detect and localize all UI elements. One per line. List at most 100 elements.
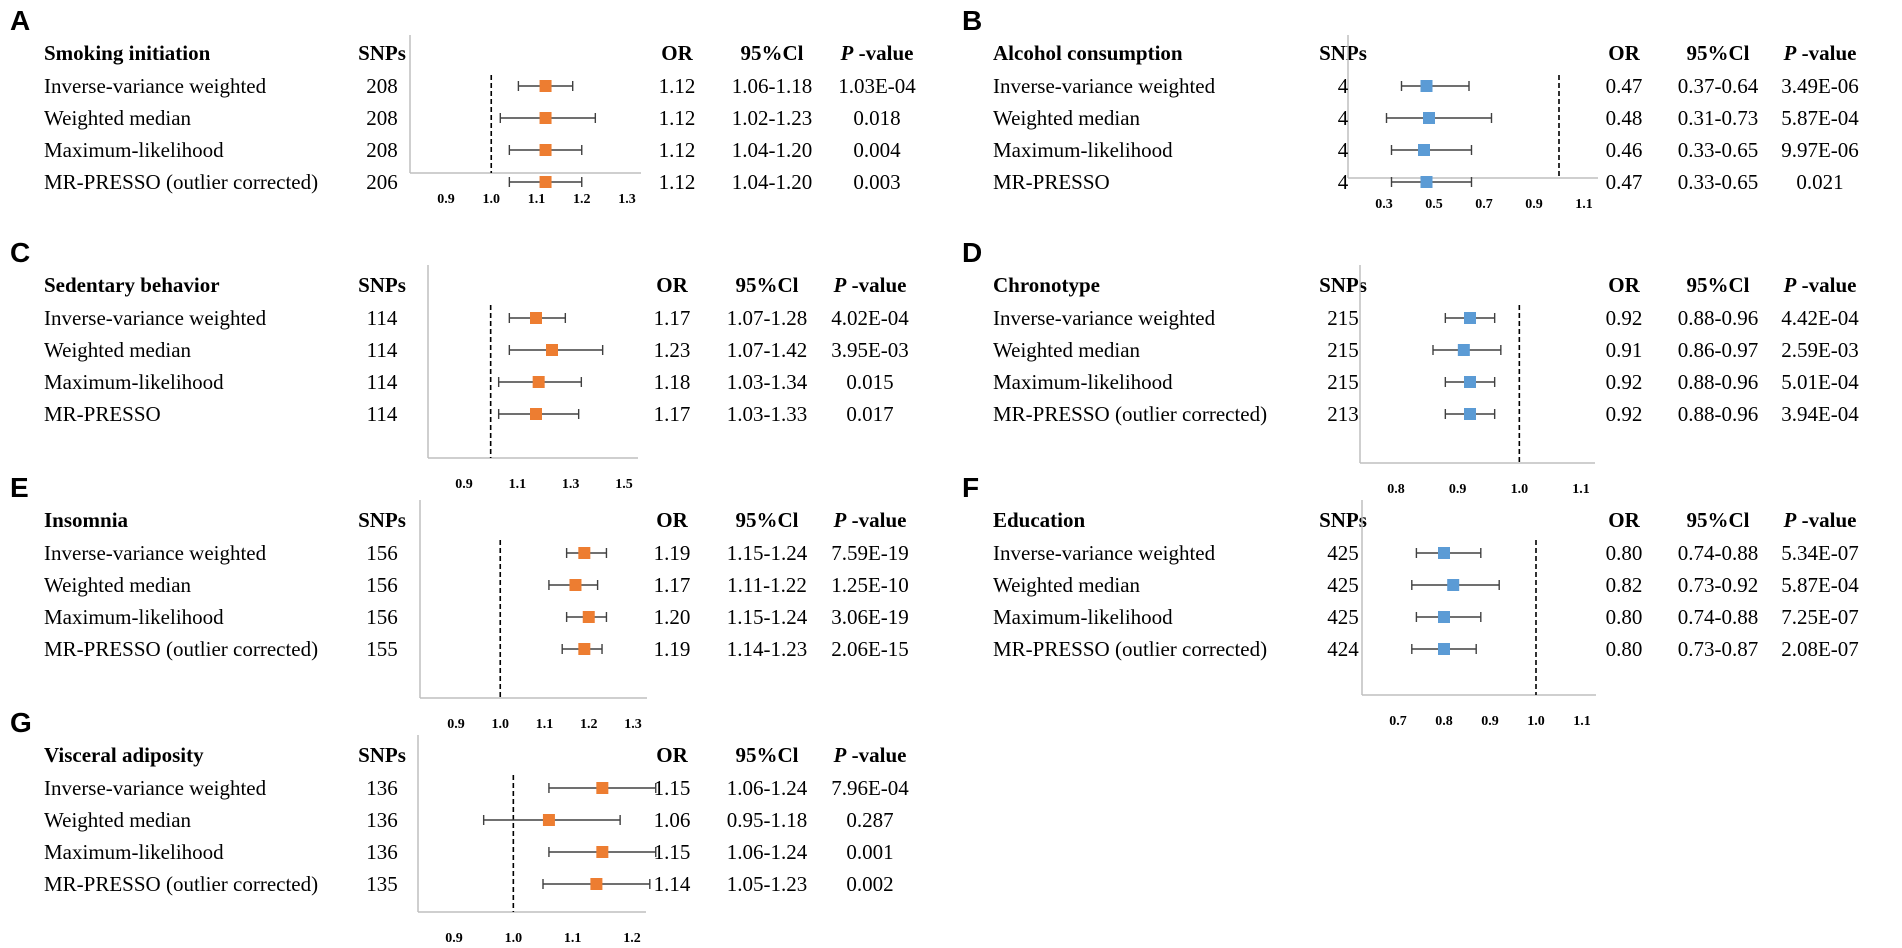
p-value: 9.97E-06 (1781, 138, 1859, 162)
or-value: 1.15 (654, 840, 691, 864)
x-tick-label: 1.0 (505, 931, 523, 946)
ci-value: 1.06-1.18 (732, 74, 813, 98)
panel-letter: G (10, 707, 32, 738)
or-point-marker (546, 344, 558, 356)
ci-value: 0.86-0.97 (1678, 338, 1759, 362)
snps-value: 215 (1327, 370, 1359, 394)
method-label: Inverse-variance weighted (993, 306, 1216, 330)
p-value: 0.001 (846, 840, 893, 864)
p-value-header: P -value (1783, 41, 1857, 65)
snps-value: 156 (366, 605, 398, 629)
snps-header: SNPs (358, 273, 406, 297)
p-value-header-rest: -value (846, 743, 906, 767)
ci-value: 0.88-0.96 (1678, 306, 1759, 330)
ci-header: 95%Cl (741, 41, 804, 65)
ci-value: 1.03-1.34 (727, 370, 808, 394)
or-value: 1.12 (659, 74, 696, 98)
p-value-header-italic: P (1783, 508, 1797, 532)
or-value: 1.19 (654, 637, 691, 661)
ci-value: 0.37-0.64 (1678, 74, 1759, 98)
method-label: Weighted median (44, 573, 192, 597)
or-value: 1.12 (659, 170, 696, 194)
p-value: 0.003 (853, 170, 900, 194)
p-value-header: P -value (833, 743, 907, 767)
or-value: 1.18 (654, 370, 691, 394)
or-point-marker (578, 547, 591, 559)
snps-value: 4 (1338, 106, 1349, 130)
or-point-marker (1438, 611, 1450, 623)
or-point-marker (530, 312, 542, 324)
or-point-marker (1447, 579, 1460, 591)
or-value: 0.46 (1606, 138, 1643, 162)
or-point-marker (532, 376, 545, 388)
x-tick-label: 1.2 (623, 931, 641, 946)
snps-value: 215 (1327, 338, 1359, 362)
p-value: 2.59E-03 (1781, 338, 1859, 362)
p-value-header-italic: P (833, 508, 847, 532)
method-label: MR-PRESSO (993, 170, 1110, 194)
method-label: MR-PRESSO (outlier corrected) (44, 170, 318, 194)
method-label: Inverse-variance weighted (44, 306, 267, 330)
p-value: 5.87E-04 (1781, 106, 1859, 130)
method-label: Maximum-likelihood (993, 605, 1173, 629)
method-label: Maximum-likelihood (993, 138, 1173, 162)
p-value: 2.06E-15 (831, 637, 909, 661)
ci-value: 1.06-1.24 (727, 776, 808, 800)
p-value-header-italic: P (840, 41, 854, 65)
snps-header: SNPs (1319, 508, 1367, 532)
p-value-header-rest: -value (1796, 41, 1856, 65)
panel-letter: B (962, 5, 982, 36)
method-label: MR-PRESSO (outlier corrected) (44, 872, 318, 896)
or-point-marker (1438, 547, 1450, 559)
snps-value: 156 (366, 541, 398, 565)
method-label: Weighted median (993, 106, 1141, 130)
ci-value: 1.02-1.23 (732, 106, 813, 130)
x-tick-label: 1.5 (615, 477, 633, 492)
or-point-marker (569, 579, 582, 591)
or-value: 1.17 (654, 306, 691, 330)
x-tick-label: 0.5 (1425, 197, 1443, 212)
ci-header: 95%Cl (736, 743, 799, 767)
or-header: OR (1608, 273, 1640, 297)
or-point-marker (1420, 80, 1433, 92)
x-tick-label: 1.1 (1575, 197, 1593, 212)
or-point-marker (542, 814, 555, 826)
or-value: 0.80 (1606, 541, 1643, 565)
p-value: 7.59E-19 (831, 541, 909, 565)
p-value: 7.25E-07 (1781, 605, 1859, 629)
snps-header: SNPs (1319, 41, 1367, 65)
p-value: 3.95E-03 (831, 338, 909, 362)
panel-g: G Visceral adiposity SNPs OR 95%Cl P -value 0.… (10, 707, 909, 946)
snps-value: 155 (366, 637, 398, 661)
panel-d: D Chronotype SNPs OR 95%Cl P -value 0.8 0.9 1.0 1… (962, 237, 1859, 497)
p-value: 3.94E-04 (1781, 402, 1859, 426)
snps-value: 425 (1327, 541, 1359, 565)
p-value-header-italic: P (833, 743, 847, 767)
method-label: MR-PRESSO (outlier corrected) (993, 402, 1267, 426)
p-value: 5.34E-07 (1781, 541, 1859, 565)
ci-value: 1.04-1.20 (732, 170, 813, 194)
or-value: 0.92 (1606, 402, 1643, 426)
method-label: Maximum-likelihood (44, 605, 224, 629)
x-tick-label: 1.2 (573, 192, 591, 207)
ci-value: 0.74-0.88 (1678, 541, 1759, 565)
or-value: 0.47 (1606, 74, 1643, 98)
or-point-marker (1438, 643, 1450, 655)
method-label: MR-PRESSO (44, 402, 161, 426)
ci-value: 0.73-0.92 (1678, 573, 1759, 597)
snps-value: 114 (367, 370, 398, 394)
ci-value: 0.31-0.73 (1678, 106, 1759, 130)
x-tick-label: 1.3 (618, 192, 636, 207)
x-tick-label: 1.1 (1573, 714, 1591, 729)
snps-header: SNPs (1319, 273, 1367, 297)
x-tick-label: 0.7 (1389, 714, 1407, 729)
panel-title: Insomnia (44, 508, 129, 532)
method-label: Maximum-likelihood (44, 840, 224, 864)
or-point-marker (539, 112, 552, 124)
panel-letter: C (10, 237, 30, 268)
snps-value: 136 (366, 776, 398, 800)
p-value: 0.021 (1796, 170, 1843, 194)
p-value: 0.004 (853, 138, 901, 162)
or-point-marker (1464, 408, 1476, 420)
